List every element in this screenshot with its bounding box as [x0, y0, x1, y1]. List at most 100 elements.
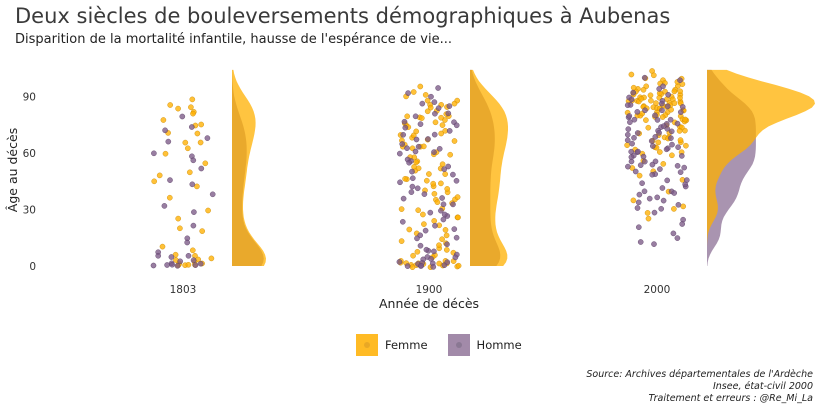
point-homme-1803 [168, 254, 175, 260]
point-homme-1900 [440, 201, 447, 208]
point-femme-1900 [418, 115, 425, 121]
point-femme-2000 [671, 88, 678, 95]
point-homme-1900 [419, 100, 426, 107]
point-homme-2000 [637, 239, 644, 245]
point-femme-1900 [451, 138, 458, 144]
point-femme-1803 [202, 160, 209, 167]
point-homme-2000 [624, 137, 631, 143]
point-homme-2000 [635, 199, 642, 206]
point-homme-1803 [165, 138, 172, 145]
x-axis-label: Année de décès [379, 296, 479, 311]
point-femme-1803 [151, 178, 157, 185]
point-homme-1900 [397, 179, 403, 186]
x-tick-label-2000: 2000 [644, 284, 671, 296]
point-femme-1900 [431, 218, 438, 224]
point-homme-2000 [642, 107, 648, 114]
point-homme-2000 [656, 129, 662, 136]
point-homme-2000 [679, 221, 686, 227]
point-femme-1803 [182, 139, 189, 146]
point-homme-2000 [660, 197, 667, 204]
point-femme-2000 [677, 88, 684, 95]
point-homme-2000 [631, 134, 637, 141]
point-femme-1900 [431, 190, 438, 197]
point-homme-1900 [450, 171, 456, 178]
point-homme-2000 [663, 146, 670, 153]
point-homme-1900 [441, 166, 448, 172]
point-femme-2000 [645, 215, 652, 222]
point-femme-1803 [189, 96, 196, 103]
point-femme-1900 [422, 92, 429, 98]
point-homme-1803 [190, 222, 197, 229]
point-homme-1803 [190, 257, 197, 264]
point-homme-1900 [439, 195, 445, 201]
point-homme-1900 [450, 201, 456, 208]
point-femme-1900 [439, 122, 446, 128]
point-homme-2000 [628, 148, 635, 155]
point-femme-1803 [194, 130, 201, 137]
point-femme-1900 [424, 108, 431, 115]
point-femme-1803 [194, 183, 200, 190]
point-homme-2000 [654, 194, 661, 201]
point-femme-2000 [683, 142, 689, 149]
legend-item-homme: Homme [447, 334, 522, 356]
point-femme-1900 [417, 83, 424, 90]
point-homme-1900 [428, 93, 434, 100]
point-homme-1900 [399, 141, 406, 147]
point-homme-1900 [414, 235, 420, 242]
point-homme-1803 [151, 150, 157, 157]
point-femme-2000 [669, 152, 675, 159]
point-femme-2000 [668, 106, 674, 113]
point-homme-2000 [660, 123, 667, 129]
point-homme-1900 [396, 150, 403, 157]
point-femme-2000 [659, 114, 666, 120]
point-homme-1803 [177, 258, 183, 265]
point-femme-2000 [645, 124, 652, 131]
point-homme-2000 [674, 235, 681, 241]
point-femme-1900 [436, 242, 442, 248]
point-homme-2000 [642, 158, 648, 165]
point-homme-2000 [665, 92, 672, 98]
point-homme-2000 [674, 120, 681, 127]
point-femme-1803 [186, 169, 193, 176]
legend-item-femme: Femme [356, 334, 428, 356]
point-homme-2000 [625, 131, 631, 138]
y-axis-label: Âge au décès [5, 128, 20, 212]
point-femme-1900 [421, 221, 427, 227]
point-homme-1900 [432, 110, 438, 117]
point-homme-1803 [179, 113, 186, 120]
point-homme-2000 [634, 205, 641, 211]
point-homme-1803 [198, 165, 205, 172]
point-homme-2000 [636, 191, 643, 198]
point-femme-1900 [427, 104, 434, 111]
point-homme-2000 [635, 148, 641, 155]
point-homme-1900 [412, 113, 419, 120]
point-homme-1900 [427, 209, 434, 216]
point-homme-1900 [404, 263, 411, 269]
point-homme-2000 [668, 128, 675, 135]
point-femme-1900 [436, 260, 443, 267]
point-femme-1803 [197, 139, 204, 146]
point-homme-1803 [189, 181, 196, 188]
point-femme-2000 [651, 72, 657, 79]
point-homme-1803 [155, 252, 161, 259]
point-homme-1803 [191, 209, 197, 215]
point-homme-1803 [150, 262, 157, 269]
point-homme-2000 [628, 158, 635, 165]
density-femme-2000 [707, 69, 815, 266]
point-femme-1803 [156, 172, 163, 179]
point-homme-2000 [669, 141, 675, 148]
point-homme-2000 [649, 171, 656, 178]
point-femme-1803 [188, 104, 194, 110]
point-femme-2000 [680, 203, 687, 210]
point-femme-1803 [177, 225, 183, 232]
point-homme-1900 [446, 103, 453, 109]
point-femme-2000 [630, 84, 637, 91]
point-femme-2000 [677, 95, 683, 101]
point-femme-2000 [671, 206, 677, 212]
point-homme-1803 [209, 191, 216, 198]
point-homme-1900 [401, 118, 408, 125]
point-homme-1900 [409, 183, 416, 190]
point-femme-1900 [444, 186, 451, 192]
point-homme-2000 [649, 161, 656, 168]
point-homme-2000 [657, 166, 663, 172]
